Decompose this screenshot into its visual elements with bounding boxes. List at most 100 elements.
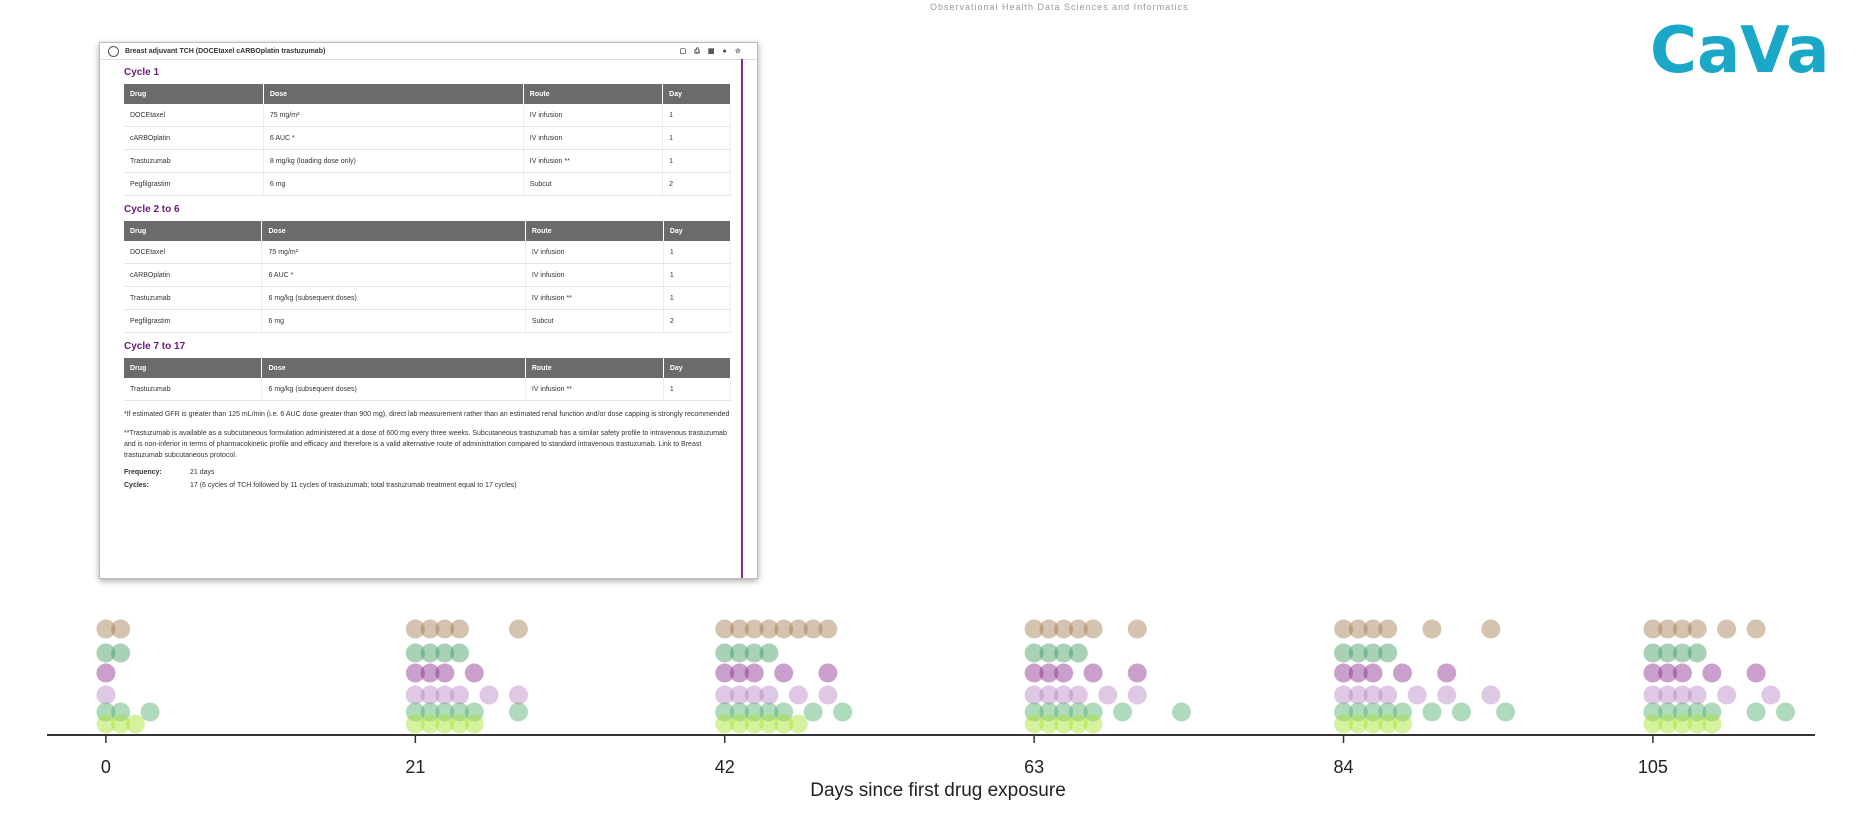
header-row: Drug Dose Route Day [124, 84, 731, 104]
dot [1127, 663, 1147, 683]
dot [1024, 702, 1044, 722]
dot [1672, 663, 1692, 683]
table-cell: DOCEtaxel [124, 104, 264, 127]
dot [140, 702, 160, 722]
table-cell: 1 [663, 378, 732, 401]
column-header: Drug [124, 84, 264, 104]
dot [729, 643, 749, 663]
dot [420, 702, 440, 722]
table-cell: 1 [662, 104, 731, 127]
dot [450, 619, 470, 639]
table-cell: 6 mg [261, 309, 526, 333]
dot [96, 685, 116, 705]
dot [1658, 643, 1678, 663]
table-cell: cARBOplatin [124, 263, 263, 287]
table-row: Pegfilgrastim 6 mg Subcut 2 [124, 172, 731, 196]
dot [1334, 714, 1354, 734]
dot [774, 663, 794, 683]
dot [1761, 685, 1781, 705]
dot [1437, 685, 1457, 705]
dot [405, 714, 425, 734]
dot [1083, 702, 1103, 722]
dot [1392, 714, 1412, 734]
dot [833, 702, 853, 722]
column-header: Day [662, 84, 731, 104]
dot [744, 702, 764, 722]
dot [420, 643, 440, 663]
dot [1024, 643, 1044, 663]
dot [1378, 685, 1398, 705]
dot [1348, 619, 1368, 639]
dot [1687, 643, 1707, 663]
table-cell: IV infusion [525, 263, 664, 287]
dot [1687, 685, 1707, 705]
column-header: Day [663, 221, 732, 241]
column-header: Day [663, 358, 732, 378]
dot [1407, 685, 1427, 705]
dot [1658, 714, 1678, 734]
dot [788, 714, 808, 734]
dot [1054, 685, 1074, 705]
table-cell: 75 mg/m² [263, 104, 524, 127]
table-cell: 6 mg/kg (subsequent doses) [261, 286, 526, 310]
dot [1496, 702, 1516, 722]
dot [1378, 643, 1398, 663]
title-bar: Breast adjuvant TCH (DOCEtaxel cARBOplat… [100, 43, 757, 60]
dot [1039, 685, 1059, 705]
table-cell: Pegfilgrastim [124, 309, 263, 333]
dot [729, 663, 749, 683]
x-tick-label: 0 [101, 757, 111, 777]
document-title: Breast adjuvant TCH (DOCEtaxel cARBOplat… [125, 47, 326, 55]
dot [788, 619, 808, 639]
dot [1083, 619, 1103, 639]
dot [1672, 619, 1692, 639]
dot [435, 663, 455, 683]
x-tick-label: 63 [1024, 757, 1044, 777]
table-cell: Subcut [525, 309, 664, 333]
dot [1171, 702, 1191, 722]
dot [774, 702, 794, 722]
dot [420, 714, 440, 734]
dot [1717, 619, 1737, 639]
table-row: cARBOplatin 6 AUC * IV infusion 1 [124, 263, 732, 287]
dot [435, 643, 455, 663]
dot [729, 702, 749, 722]
dot [1746, 663, 1766, 683]
dot [1348, 643, 1368, 663]
table-cell: 8 mg/kg (loading dose only) [263, 149, 524, 173]
dot [405, 685, 425, 705]
dot [1363, 702, 1383, 722]
column-header: Route [523, 84, 664, 104]
regimen-table: Drug Dose Route Day DOCEtaxel 75 mg/m² IV infu… [124, 84, 731, 196]
dot [1068, 685, 1088, 705]
table-cell: Trastuzumab [124, 378, 263, 401]
dot [759, 619, 779, 639]
table-row: Trastuzumab 6 mg/kg (subsequent doses) IV … [124, 378, 732, 401]
dot [1776, 702, 1796, 722]
dot [405, 619, 425, 639]
table-row: Pegfilgrastim 6 mg Subcut 2 [124, 309, 732, 333]
dot [405, 663, 425, 683]
table-cell: Subcut [523, 172, 664, 196]
dot [744, 643, 764, 663]
column-header: Route [525, 221, 664, 241]
column-header: Drug [124, 358, 263, 378]
table-row: DOCEtaxel 75 mg/m² IV infusion 1 [124, 241, 732, 264]
dot [744, 714, 764, 734]
search-icon[interactable] [108, 45, 119, 57]
dot [111, 619, 131, 639]
dot [1672, 685, 1692, 705]
table-cell: Trastuzumab [124, 286, 263, 310]
toolbar-icons[interactable]: ▢⎙▦●☆ [679, 47, 749, 55]
dot [1083, 663, 1103, 683]
table-cell: 6 AUC * [261, 263, 526, 287]
dot [1378, 714, 1398, 734]
dot [435, 714, 455, 734]
dot [450, 714, 470, 734]
dot [1672, 643, 1692, 663]
dot [1068, 619, 1088, 639]
dot [729, 685, 749, 705]
dot [1024, 619, 1044, 639]
dot [744, 663, 764, 683]
